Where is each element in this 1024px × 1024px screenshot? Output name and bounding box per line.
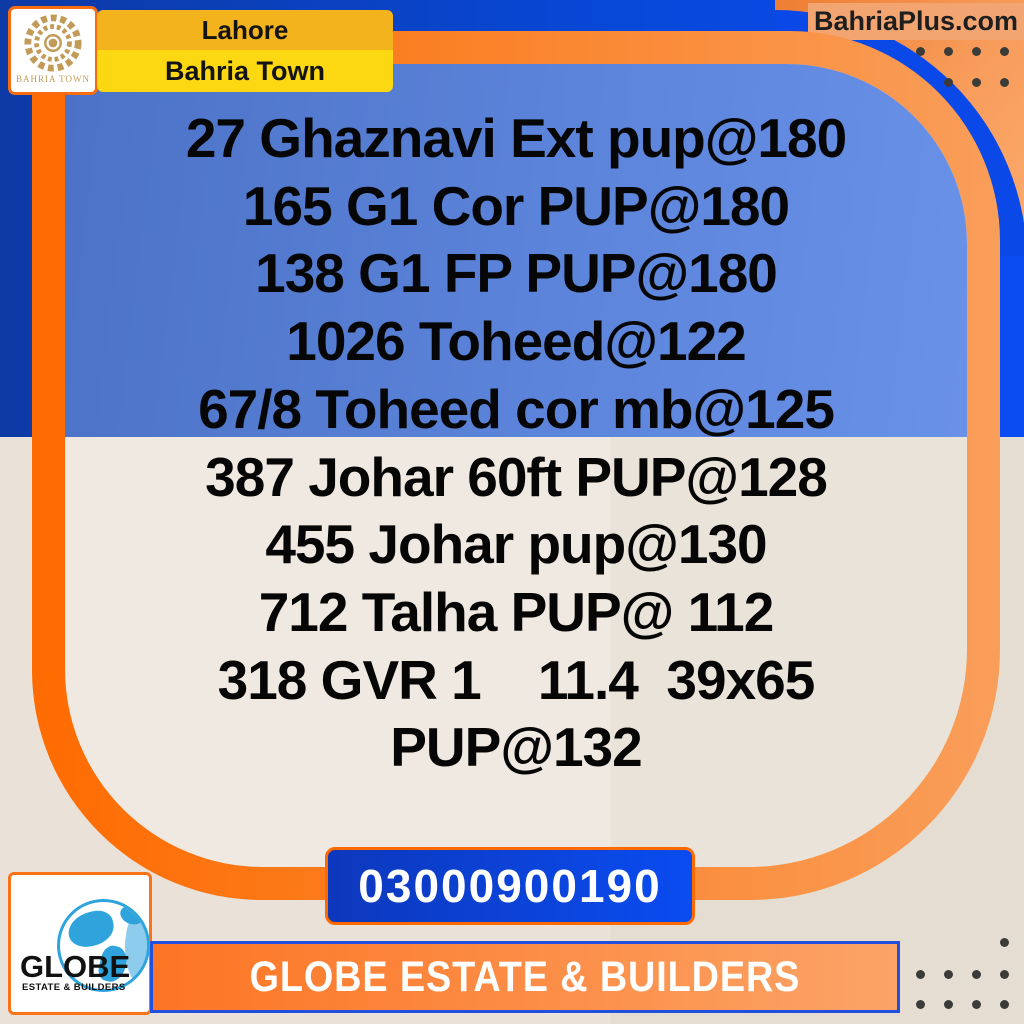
listing-line: 67/8 Toheed cor mb@125 bbox=[198, 377, 835, 440]
dot-icon bbox=[916, 1000, 925, 1009]
listing-line: 27 Ghaznavi Ext pup@180 bbox=[185, 107, 847, 169]
listing-line: 165 G1 Cor PUP@180 bbox=[242, 174, 790, 237]
listing-line: 387 Johar 60ft PUP@128 bbox=[205, 445, 828, 508]
dot-icon bbox=[1000, 970, 1009, 979]
globe-continent bbox=[64, 907, 118, 951]
card-blue-section bbox=[65, 64, 967, 437]
location-banner: Lahore Bahria Town bbox=[97, 10, 393, 92]
bahria-logo-text: BAHRIA TOWN bbox=[16, 74, 90, 84]
dot-icon bbox=[1000, 78, 1009, 87]
globe-icon bbox=[57, 899, 149, 992]
site-url-label[interactable]: BahriaPlus.com bbox=[808, 3, 1024, 40]
society-label: Bahria Town bbox=[97, 50, 393, 92]
globe-logo-title: GLOBE bbox=[20, 949, 131, 984]
dot-icon bbox=[1000, 47, 1009, 56]
listing-line: 712 Talha PUP@ 112 bbox=[258, 580, 775, 643]
dot-icon bbox=[1000, 938, 1009, 947]
dot-icon bbox=[944, 1000, 953, 1009]
globe-logo-subtitle: ESTATE & BUILDERS bbox=[22, 982, 126, 993]
company-name: GLOBE ESTATE & BUILDERS bbox=[249, 952, 801, 1001]
dot-icon bbox=[972, 47, 981, 56]
listing-line: 455 Johar pup@130 bbox=[265, 513, 767, 576]
listing-line: 138 G1 FP PUP@180 bbox=[255, 242, 778, 305]
dot-icon bbox=[972, 78, 981, 87]
dot-icon bbox=[972, 970, 981, 979]
phone-number-button[interactable]: 03000900190 bbox=[325, 847, 695, 925]
bahria-medallion-icon bbox=[24, 14, 82, 72]
dot-icon bbox=[916, 47, 925, 56]
dot-icon bbox=[944, 47, 953, 56]
listing-line: 318 GVR 1 11.4 39x65 bbox=[217, 648, 816, 711]
bahria-town-logo: BAHRIA TOWN bbox=[8, 6, 98, 95]
dot-icon bbox=[916, 970, 925, 979]
globe-estate-logo: GLOBE ESTATE & BUILDERS bbox=[8, 872, 152, 1015]
listing-line: PUP@132 bbox=[390, 716, 642, 779]
listing-lines: 27 Ghaznavi Ext pup@180 165 G1 Cor PUP@18… bbox=[65, 105, 967, 782]
globe-shade bbox=[125, 908, 147, 986]
dot-icon bbox=[972, 1000, 981, 1009]
dot-icon bbox=[1000, 1000, 1009, 1009]
dot-icon bbox=[944, 970, 953, 979]
company-banner: GLOBE ESTATE & BUILDERS bbox=[150, 941, 900, 1013]
listing-card: 27 Ghaznavi Ext pup@180 165 G1 Cor PUP@18… bbox=[65, 64, 967, 867]
city-label: Lahore bbox=[97, 10, 393, 50]
listing-line: 1026 Toheed@122 bbox=[286, 310, 747, 373]
